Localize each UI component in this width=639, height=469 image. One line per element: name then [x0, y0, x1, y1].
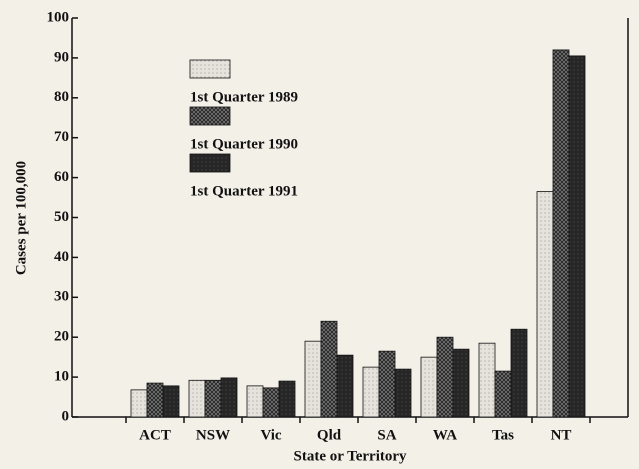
x-tick-label: SA: [377, 427, 396, 443]
x-tick-label: NT: [551, 427, 572, 443]
bar: [262, 387, 280, 418]
legend-swatch: [189, 153, 231, 173]
legend-swatch: [189, 59, 231, 79]
bar: [278, 380, 296, 418]
bar: [552, 49, 570, 418]
x-tick-label: Tas: [492, 427, 514, 443]
bar: [204, 379, 222, 418]
bar: [452, 348, 470, 418]
legend-swatch: [189, 106, 231, 126]
x-axis-label: State or Territory: [293, 448, 407, 464]
legend-label: 1st Quarter 1990: [190, 136, 298, 152]
bar: [378, 350, 396, 418]
bar: [304, 340, 322, 418]
y-tick-label: 100: [47, 9, 70, 25]
bar: [536, 191, 554, 418]
bar: [494, 370, 512, 418]
y-tick-label: 50: [54, 209, 69, 225]
y-axis-label: Cases per 100,000: [13, 161, 29, 275]
y-tick-label: 60: [54, 169, 69, 185]
bar: [130, 389, 148, 418]
bar: [394, 368, 412, 418]
bar: [162, 385, 180, 418]
bar: [362, 366, 380, 418]
bar: [320, 320, 338, 418]
bar: [420, 356, 438, 418]
y-tick-label: 30: [54, 289, 69, 305]
legend-label: 1st Quarter 1991: [190, 183, 298, 199]
bar: [220, 377, 238, 418]
bar: [188, 379, 206, 418]
y-tick-label: 70: [54, 129, 69, 145]
x-tick-label: ACT: [139, 427, 171, 443]
x-tick-label: NSW: [196, 427, 230, 443]
bar: [568, 55, 586, 418]
y-tick-label: 80: [54, 89, 69, 105]
bar: [436, 336, 454, 418]
bar: [510, 328, 528, 418]
y-tick-label: 90: [54, 49, 69, 65]
bar: [146, 382, 164, 418]
bar: [336, 354, 354, 418]
y-tick-label: 40: [54, 249, 69, 265]
legend-label: 1st Quarter 1989: [190, 89, 298, 105]
y-tick-label: 10: [54, 369, 69, 385]
x-tick-label: Qld: [317, 427, 342, 443]
x-tick-label: Vic: [260, 427, 281, 443]
bar: [478, 342, 496, 418]
y-tick-label: 20: [54, 329, 69, 345]
x-tick-label: WA: [433, 427, 457, 443]
y-tick-label: 0: [62, 408, 70, 424]
bar: [246, 385, 264, 418]
